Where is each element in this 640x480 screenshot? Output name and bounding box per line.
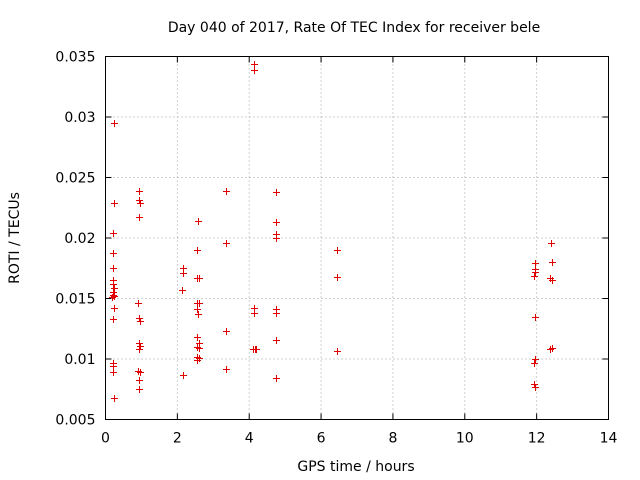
x-tick-label: 2 — [173, 431, 182, 447]
data-point — [111, 285, 118, 292]
data-points — [109, 61, 556, 402]
data-point — [251, 61, 258, 68]
data-point — [251, 310, 258, 317]
data-point — [194, 247, 201, 254]
data-point — [137, 343, 144, 350]
data-point — [194, 357, 201, 364]
chart-title: Day 040 of 2017, Rate Of TEC Index for r… — [168, 20, 540, 36]
data-point — [136, 340, 143, 347]
data-point — [547, 346, 554, 353]
data-point — [549, 277, 556, 284]
data-point — [251, 67, 258, 74]
data-point — [110, 265, 117, 272]
data-point — [195, 218, 202, 225]
data-point — [548, 240, 555, 247]
data-point — [223, 240, 230, 247]
data-point — [223, 188, 230, 195]
y-tick-label: 0.03 — [64, 110, 95, 126]
y-tick-label: 0.005 — [55, 413, 95, 429]
data-point — [531, 360, 538, 367]
data-point — [180, 372, 187, 379]
x-tick-label: 14 — [600, 431, 618, 447]
data-point — [223, 366, 230, 373]
data-point — [196, 345, 203, 352]
data-point — [532, 314, 539, 321]
data-point — [532, 384, 539, 391]
data-point — [532, 269, 539, 276]
data-point — [196, 300, 203, 307]
data-point — [273, 310, 280, 317]
data-point — [194, 334, 201, 341]
data-point — [273, 375, 280, 382]
y-tick-label: 0.025 — [55, 171, 95, 187]
data-point — [334, 247, 341, 254]
data-point — [109, 294, 116, 301]
data-point — [111, 395, 118, 402]
data-point — [273, 219, 280, 226]
data-point — [180, 270, 187, 277]
y-tick-label: 0.035 — [55, 50, 95, 66]
axis-ticks — [105, 56, 609, 420]
data-point — [110, 250, 117, 257]
data-point — [334, 348, 341, 355]
y-axis-label: ROTI / TECUs — [7, 192, 23, 284]
data-point — [531, 381, 538, 388]
data-point — [110, 230, 117, 237]
data-point — [110, 316, 117, 323]
y-tick-label: 0.015 — [55, 292, 95, 308]
data-point — [532, 260, 539, 267]
data-point — [253, 346, 260, 353]
data-point — [110, 363, 117, 370]
data-point — [137, 200, 144, 207]
data-point — [532, 356, 539, 363]
data-point — [136, 346, 143, 353]
data-point — [531, 273, 538, 280]
data-point — [273, 235, 280, 242]
grid-lines — [105, 56, 609, 420]
data-point — [136, 188, 143, 195]
data-point — [273, 189, 280, 196]
data-point — [136, 386, 143, 393]
data-point — [137, 318, 144, 325]
data-point — [549, 259, 556, 266]
data-point — [110, 281, 117, 288]
y-tick-labels: 0.005 0.01 0.015 0.02 0.025 0.03 0.035 — [55, 50, 95, 429]
data-point — [179, 287, 186, 294]
data-point — [223, 328, 230, 335]
data-point — [136, 197, 143, 204]
data-point — [137, 369, 144, 376]
data-point — [111, 120, 118, 127]
x-tick-label: 4 — [245, 431, 254, 447]
data-point — [334, 274, 341, 281]
data-point — [194, 306, 201, 313]
data-point — [110, 369, 117, 376]
x-tick-labels: 0 2 4 6 8 10 12 14 — [101, 431, 617, 447]
data-point — [196, 275, 203, 282]
data-point — [195, 311, 202, 318]
x-tick-label: 0 — [101, 431, 110, 447]
x-tick-label: 10 — [456, 431, 474, 447]
data-point — [136, 377, 143, 384]
plot-frame — [105, 56, 609, 420]
x-axis-label: GPS time / hours — [297, 459, 414, 475]
y-tick-label: 0.01 — [64, 352, 95, 368]
data-point — [136, 214, 143, 221]
data-point — [136, 315, 143, 322]
data-point — [111, 200, 118, 207]
data-point — [135, 300, 142, 307]
x-tick-label: 8 — [388, 431, 397, 447]
data-point — [273, 337, 280, 344]
x-tick-label: 12 — [528, 431, 546, 447]
x-tick-label: 6 — [317, 431, 326, 447]
y-tick-label: 0.02 — [64, 231, 95, 247]
data-point — [111, 305, 118, 312]
